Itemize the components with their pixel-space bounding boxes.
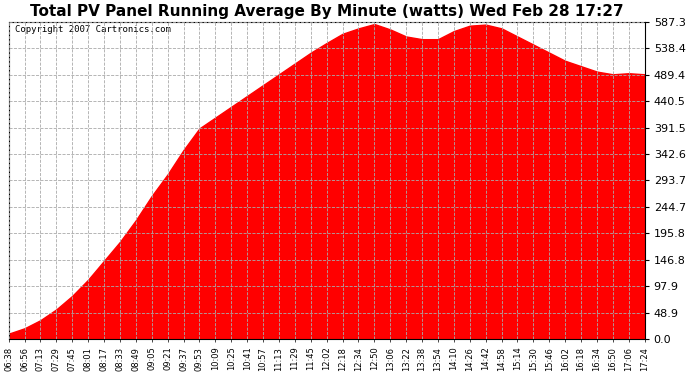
- Title: Total PV Panel Running Average By Minute (watts) Wed Feb 28 17:27: Total PV Panel Running Average By Minute…: [30, 4, 624, 19]
- Text: Copyright 2007 Cartronics.com: Copyright 2007 Cartronics.com: [15, 25, 171, 34]
